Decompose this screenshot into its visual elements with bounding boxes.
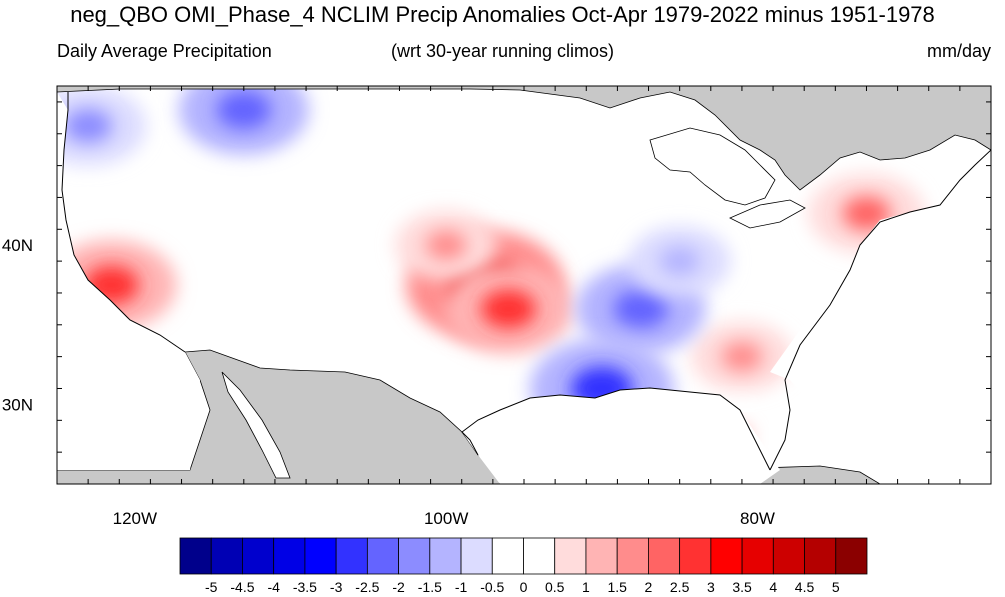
colorbar-swatch bbox=[679, 537, 712, 575]
colorbar-swatch bbox=[179, 537, 212, 575]
lat-label: 30N bbox=[2, 395, 33, 414]
anomaly-core-montana-dry bbox=[216, 90, 272, 130]
anomaly-core-northeast-wet bbox=[842, 196, 891, 231]
units-label: mm/day bbox=[926, 41, 991, 61]
colorbar-swatch bbox=[210, 537, 243, 575]
us-pacific-coastline bbox=[61, 92, 186, 353]
subtitle-left: Daily Average Precipitation bbox=[57, 41, 272, 61]
colorbar-label: 1 bbox=[582, 579, 590, 595]
lon-label: 80W bbox=[740, 509, 775, 528]
colorbar-label: -1.5 bbox=[418, 579, 442, 595]
us-atlantic-coastline bbox=[769, 149, 991, 471]
anomaly-core-tennessee-valley-dry bbox=[613, 289, 669, 329]
colorbar-label: -3.5 bbox=[293, 579, 317, 595]
us-gulf-coastline bbox=[461, 387, 771, 471]
colorbar-swatch bbox=[273, 537, 306, 575]
colorbar-swatch bbox=[460, 537, 493, 575]
map-area bbox=[57, 86, 991, 484]
colorbar-label: 5 bbox=[832, 579, 840, 595]
anomaly-core-kansas-oklahoma-wet bbox=[480, 289, 536, 329]
atlantic-ocean-mask bbox=[770, 150, 991, 484]
pacific-ocean bbox=[57, 92, 200, 470]
anomaly-core-ohio-valley-dry bbox=[659, 246, 701, 276]
colorbar-label: 2 bbox=[645, 579, 653, 595]
colorbar-swatch bbox=[772, 537, 805, 575]
canada-land-mask bbox=[57, 86, 991, 191]
colorbar-label: -2 bbox=[392, 579, 405, 595]
colorbar-swatch bbox=[616, 537, 649, 575]
colorbar-label: -2.5 bbox=[355, 579, 379, 595]
colorbar-swatch bbox=[741, 537, 774, 575]
colorbar-swatch bbox=[242, 537, 275, 575]
colorbar-swatch bbox=[491, 537, 524, 575]
colorbar-label: 4.5 bbox=[795, 579, 815, 595]
colorbar-label: 3 bbox=[707, 579, 715, 595]
colorbar-swatch bbox=[398, 537, 431, 575]
colorbar-label: -0.5 bbox=[480, 579, 504, 595]
anomaly-core-pacific-northwest-dry bbox=[64, 108, 113, 143]
colorbar-swatch bbox=[554, 537, 587, 575]
colorbar-label: 1.5 bbox=[607, 579, 627, 595]
colorbar-label: -1 bbox=[455, 579, 468, 595]
colorbar-label: 3.5 bbox=[732, 579, 752, 595]
colorbar-label: -3 bbox=[330, 579, 343, 595]
colorbar-swatch bbox=[523, 537, 556, 575]
gulf-of-mexico bbox=[462, 388, 780, 484]
lon-label: 120W bbox=[113, 509, 157, 528]
gulf-of-california bbox=[221, 371, 291, 479]
colorbar-swatch bbox=[335, 537, 368, 575]
colorbar-label: -5 bbox=[205, 579, 218, 595]
colorbar-label: -4.5 bbox=[230, 579, 254, 595]
colorbar-swatch bbox=[710, 537, 743, 575]
subtitle-center: (wrt 30-year running climos) bbox=[390, 41, 615, 61]
map-ticks bbox=[56, 86, 992, 485]
colorbar-swatch bbox=[835, 537, 868, 575]
colorbar-swatch bbox=[585, 537, 618, 575]
colorbar-label: 4 bbox=[769, 579, 777, 595]
colorbar-swatch bbox=[304, 537, 337, 575]
colorbar-swatch bbox=[366, 537, 399, 575]
map-axis-labels: 120W 100W 80W 40N 30N bbox=[2, 236, 775, 528]
colorbar-label: 2.5 bbox=[670, 579, 690, 595]
colorbar-label: 0.5 bbox=[545, 579, 565, 595]
colorbar-swatch bbox=[804, 537, 837, 575]
colorbar-swatch bbox=[648, 537, 681, 575]
figure-title: neg_QBO OMI_Phase_4 NCLIM Precip Anomali… bbox=[70, 2, 935, 27]
anomaly-core-nebraska-wet bbox=[425, 230, 467, 260]
lon-label: 100W bbox=[424, 509, 468, 528]
lat-label: 40N bbox=[2, 236, 33, 255]
lake-erie bbox=[729, 199, 806, 229]
colorbar: -5 -4.5 -4 -3.5 -3 -2.5 -2 -1.5 -1 -0.5 0 0.5 1 1.5 2 2… bbox=[179, 537, 868, 595]
great-lakes bbox=[649, 127, 776, 206]
anomaly-core-southeast-coast-wet bbox=[721, 342, 763, 372]
colorbar-label: -4 bbox=[267, 579, 280, 595]
colorbar-label: 0 bbox=[520, 579, 528, 595]
colorbar-swatch bbox=[429, 537, 462, 575]
